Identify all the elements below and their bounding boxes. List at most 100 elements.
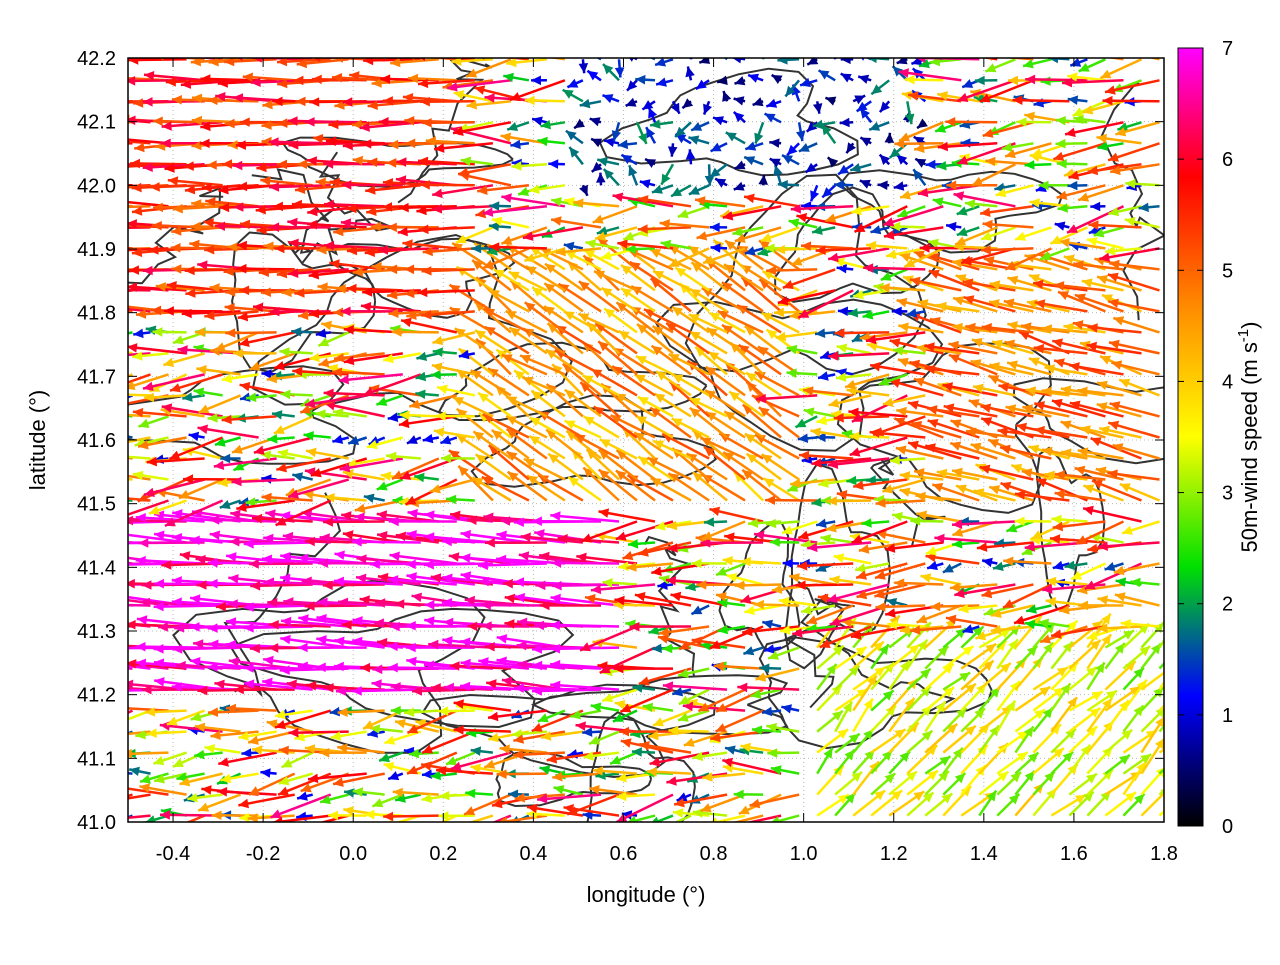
- wind-vector-head: [936, 161, 946, 171]
- wind-vector-head: [297, 159, 307, 169]
- wind-vector-head: [774, 39, 783, 50]
- wind-vector-head: [485, 538, 495, 548]
- wind-vector-head: [484, 760, 495, 769]
- wind-vector-head: [116, 394, 127, 403]
- wind-vector-head: [154, 579, 164, 589]
- wind-vector: [1142, 666, 1174, 690]
- wind-vector-head: [415, 390, 425, 400]
- wind-vector-head: [105, 594, 116, 604]
- wind-vector-head: [117, 716, 128, 725]
- wind-vector: [95, 795, 151, 804]
- wind-vector-head: [419, 225, 429, 235]
- y-tick-label: 41.7: [77, 366, 116, 388]
- wind-vector-head: [412, 593, 423, 603]
- wind-vector-head: [432, 189, 443, 199]
- wind-vector-head: [112, 162, 122, 172]
- wind-vector-head: [110, 134, 120, 144]
- wind-vector-head: [114, 783, 125, 793]
- wind-vector-head: [233, 349, 243, 359]
- y-axis-title: latitude (°): [25, 390, 50, 491]
- wind-vector-head: [423, 434, 434, 443]
- wind-vector: [113, 772, 132, 774]
- wind-vector-head: [150, 182, 160, 192]
- colorbar-title-main: 50m-wind speed (m s: [1237, 342, 1262, 552]
- wind-vector-head: [107, 331, 118, 340]
- wind-vector-head: [765, 495, 775, 505]
- wind-vector-head: [294, 288, 304, 298]
- wind-vector-head: [101, 203, 111, 213]
- wind-vector-head: [806, 163, 817, 173]
- wind-vector-head: [826, 523, 837, 532]
- colorbar-tick-label: 3: [1222, 483, 1233, 505]
- wind-vector-head: [969, 399, 980, 408]
- wind-vector-head: [465, 789, 475, 799]
- wind-vector-head: [758, 175, 768, 185]
- wind-vector-head: [921, 573, 932, 582]
- wind-vector-head: [510, 328, 521, 338]
- wind-vector-head: [103, 469, 114, 478]
- wind-vector-head: [205, 744, 216, 753]
- wind-vector-head: [164, 306, 174, 316]
- wind-vector-head: [987, 791, 997, 802]
- x-tick-label: -0.4: [156, 843, 190, 865]
- wind-vector-head: [239, 286, 249, 296]
- wind-vector: [834, 44, 836, 59]
- wind-vector-head: [596, 173, 606, 183]
- wind-vector: [85, 604, 151, 605]
- wind-vector-head: [171, 243, 181, 253]
- wind-vector-head: [1061, 421, 1072, 430]
- wind-vector-head: [95, 135, 105, 145]
- wind-vector-head: [1083, 506, 1094, 515]
- wind-vector-head: [841, 55, 851, 65]
- wind-vector-head: [394, 599, 404, 609]
- wind-vector: [75, 143, 133, 144]
- wind-vector-head: [672, 307, 683, 317]
- wind-vector: [244, 543, 313, 545]
- wind-vector-head: [478, 393, 489, 403]
- wind-vector-head: [363, 56, 373, 66]
- wind-vector: [70, 540, 133, 542]
- wind-vector-head: [1075, 49, 1086, 59]
- wind-vector-head: [115, 815, 126, 824]
- wind-vector-head: [550, 511, 560, 521]
- wind-vector-head: [225, 328, 235, 338]
- wind-vector-head: [748, 74, 759, 83]
- wind-vector-head: [212, 811, 222, 821]
- wind-vector-head: [453, 831, 464, 840]
- wind-vector-head: [811, 428, 822, 437]
- wind-vector: [75, 290, 133, 296]
- wind-vector-head: [64, 636, 74, 646]
- wind-vector-head: [892, 307, 902, 317]
- wind-vector: [93, 345, 133, 354]
- wind-vector: [117, 708, 169, 711]
- wind-vector-head: [678, 209, 689, 218]
- wind-vector-head: [138, 538, 148, 548]
- wind-vector-head: [870, 362, 881, 372]
- terrain-contour: [645, 537, 695, 677]
- wind-vector-head: [158, 622, 168, 632]
- wind-vector: [763, 37, 766, 59]
- wind-vector-head: [815, 328, 825, 338]
- wind-vector-head: [97, 77, 107, 87]
- wind-vector-head: [126, 116, 136, 126]
- wind-vector-head: [108, 281, 118, 291]
- wind-vector-head: [1051, 515, 1061, 525]
- wind-vector-head: [333, 227, 343, 237]
- wind-vector-head: [194, 344, 205, 353]
- wind-vector-head: [118, 73, 128, 83]
- wind-vector-head: [115, 452, 125, 462]
- wind-vector-head: [1056, 116, 1066, 126]
- wind-vector-head: [1090, 202, 1100, 212]
- wind-vector-head: [198, 425, 209, 435]
- wind-vector-head: [933, 197, 944, 206]
- wind-vector-head: [132, 183, 142, 193]
- wind-vector-head: [260, 768, 270, 778]
- wind-vector-head: [972, 338, 983, 347]
- wind-vector: [90, 289, 151, 290]
- wind-vector-head: [129, 265, 139, 275]
- wind-vector-head: [898, 358, 909, 367]
- wind-vector-head: [789, 573, 800, 582]
- wind-vector-head: [83, 72, 93, 82]
- wind-vector-head: [77, 728, 88, 737]
- wind-vector-head: [95, 798, 106, 808]
